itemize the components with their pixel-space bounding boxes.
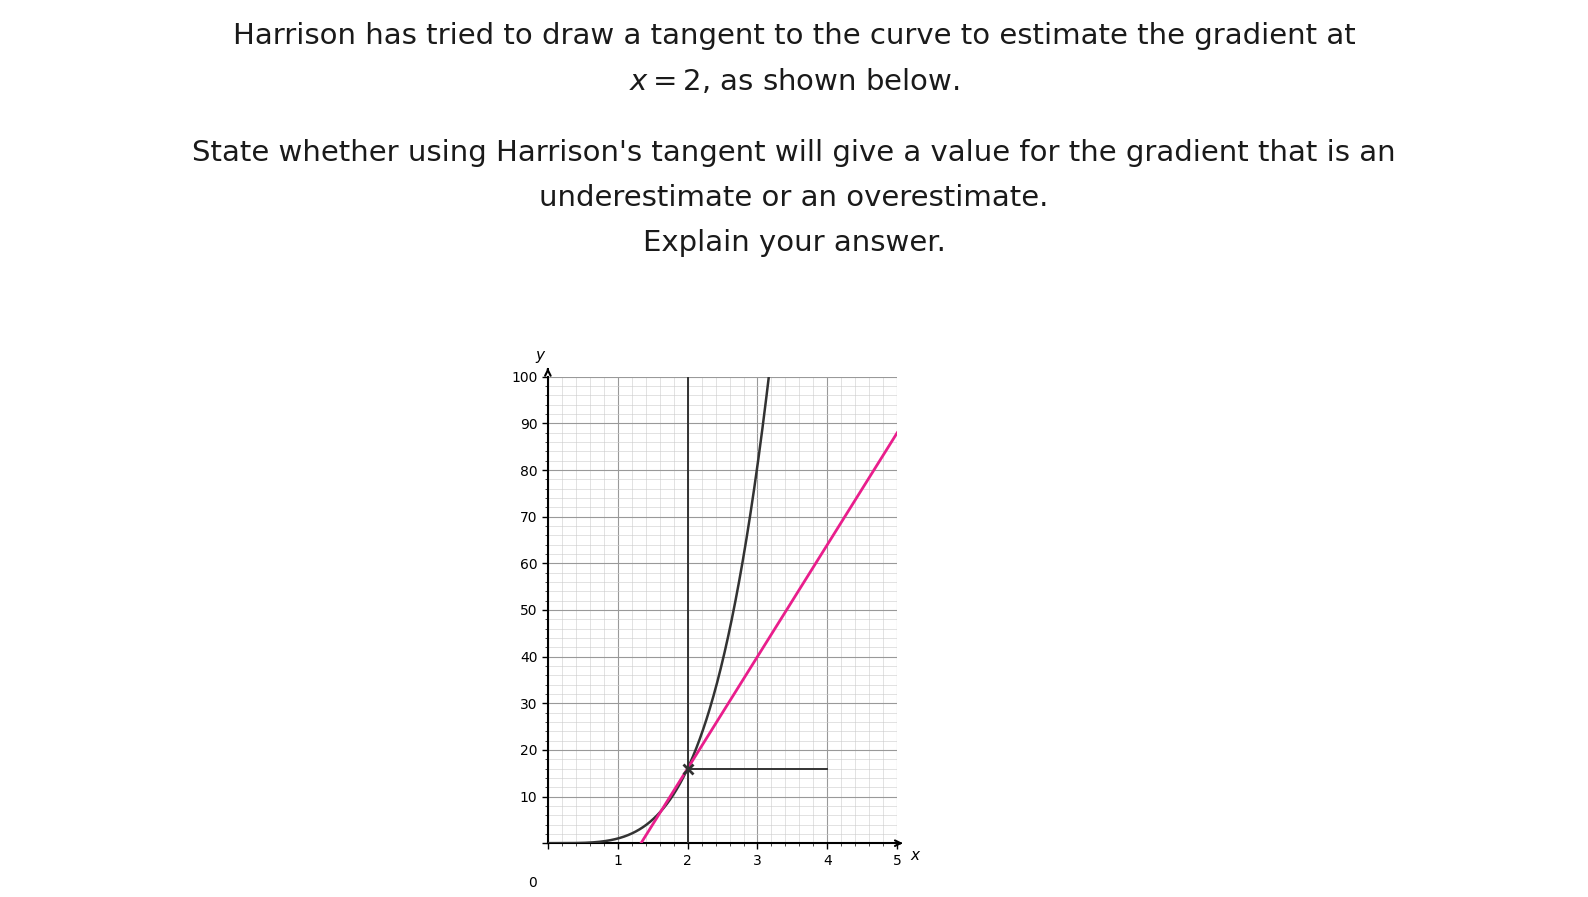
Text: State whether using Harrison's tangent will give a value for the gradient that i: State whether using Harrison's tangent w… [192, 139, 1396, 167]
Text: x: x [910, 848, 919, 863]
Text: 0: 0 [529, 875, 537, 890]
Text: Explain your answer.: Explain your answer. [643, 229, 945, 257]
Text: Harrison has tried to draw a tangent to the curve to estimate the gradient at: Harrison has tried to draw a tangent to … [232, 22, 1356, 50]
Text: underestimate or an overestimate.: underestimate or an overestimate. [540, 184, 1048, 212]
Text: $x = 2$, as shown below.: $x = 2$, as shown below. [629, 67, 959, 96]
Text: y: y [535, 348, 545, 362]
